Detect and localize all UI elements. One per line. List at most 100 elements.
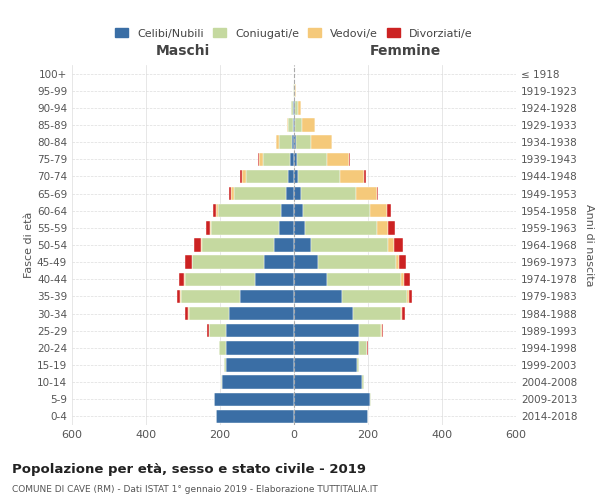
Bar (293, 84, 294, 98)
Text: COMUNE DI CAVE (RM) - Dati ISTAT 1° gennaio 2019 - Elaborazione TUTTITALIA.IT: COMUNE DI CAVE (RM) - Dati ISTAT 1° genn… (12, 485, 378, 494)
Bar (301, 187, 356, 200)
Bar (388, 221, 395, 234)
Bar (274, 238, 294, 252)
Bar (396, 256, 400, 269)
Bar (294, 101, 295, 114)
Bar (188, 307, 229, 320)
Bar (234, 187, 286, 200)
Bar (295, 84, 296, 98)
Bar (295, 118, 302, 132)
Bar (294, 392, 370, 406)
Bar (294, 307, 353, 320)
Bar (294, 170, 298, 183)
Bar (359, 324, 381, 338)
Bar (386, 204, 391, 218)
Bar (294, 152, 297, 166)
Bar (294, 410, 368, 423)
Bar (194, 238, 201, 252)
Bar (294, 341, 359, 354)
Text: Maschi: Maschi (156, 44, 210, 58)
Bar (214, 204, 216, 218)
Bar (226, 341, 294, 354)
Bar (353, 307, 401, 320)
Bar (276, 136, 279, 149)
Bar (296, 136, 311, 149)
Bar (377, 221, 388, 234)
Bar (185, 256, 191, 269)
Bar (297, 152, 326, 166)
Bar (359, 341, 367, 354)
Bar (216, 410, 294, 423)
Bar (221, 376, 222, 389)
Bar (214, 392, 294, 406)
Bar (294, 256, 318, 269)
Bar (294, 187, 301, 200)
Bar (222, 376, 294, 389)
Bar (218, 204, 281, 218)
Bar (242, 170, 246, 183)
Bar (185, 272, 255, 286)
Bar (292, 101, 293, 114)
Bar (294, 204, 303, 218)
Bar (311, 238, 388, 252)
Bar (294, 376, 362, 389)
Bar (289, 118, 293, 132)
Bar (364, 170, 366, 183)
Bar (303, 204, 370, 218)
Bar (209, 221, 211, 234)
Bar (388, 238, 394, 252)
Bar (290, 152, 294, 166)
Bar (400, 256, 406, 269)
Bar (381, 324, 382, 338)
Text: Femmine: Femmine (370, 44, 440, 58)
Bar (279, 221, 294, 234)
Bar (294, 290, 342, 303)
Bar (292, 136, 294, 149)
Bar (294, 358, 357, 372)
Bar (179, 272, 184, 286)
Bar (298, 170, 340, 183)
Bar (311, 136, 332, 149)
Bar (290, 101, 292, 114)
Bar (289, 170, 294, 183)
Bar (342, 290, 407, 303)
Bar (184, 272, 185, 286)
Bar (259, 152, 263, 166)
Bar (294, 136, 296, 149)
Bar (294, 324, 359, 338)
Bar (326, 152, 349, 166)
Y-axis label: Fasce di età: Fasce di età (24, 212, 34, 278)
Bar (241, 170, 242, 183)
Bar (281, 204, 294, 218)
Bar (201, 238, 202, 252)
Bar (403, 307, 406, 320)
Bar (356, 187, 377, 200)
Bar (185, 307, 188, 320)
Bar (401, 272, 404, 286)
Bar (328, 272, 401, 286)
Bar (394, 238, 403, 252)
Text: Popolazione per età, sesso e stato civile - 2019: Popolazione per età, sesso e stato civil… (12, 462, 366, 475)
Bar (192, 256, 265, 269)
Bar (362, 376, 364, 389)
Bar (209, 324, 226, 338)
Bar (294, 272, 328, 286)
Bar (295, 101, 298, 114)
Bar (206, 221, 209, 234)
Bar (305, 221, 377, 234)
Bar (370, 204, 386, 218)
Bar (294, 84, 295, 98)
Bar (302, 118, 315, 132)
Bar (318, 256, 396, 269)
Bar (293, 118, 294, 132)
Bar (226, 358, 294, 372)
Bar (293, 101, 294, 114)
Bar (229, 187, 231, 200)
Y-axis label: Anni di nascita: Anni di nascita (584, 204, 594, 286)
Bar (401, 307, 403, 320)
Bar (298, 101, 301, 114)
Bar (255, 272, 294, 286)
Bar (349, 152, 350, 166)
Bar (287, 118, 289, 132)
Bar (219, 341, 226, 354)
